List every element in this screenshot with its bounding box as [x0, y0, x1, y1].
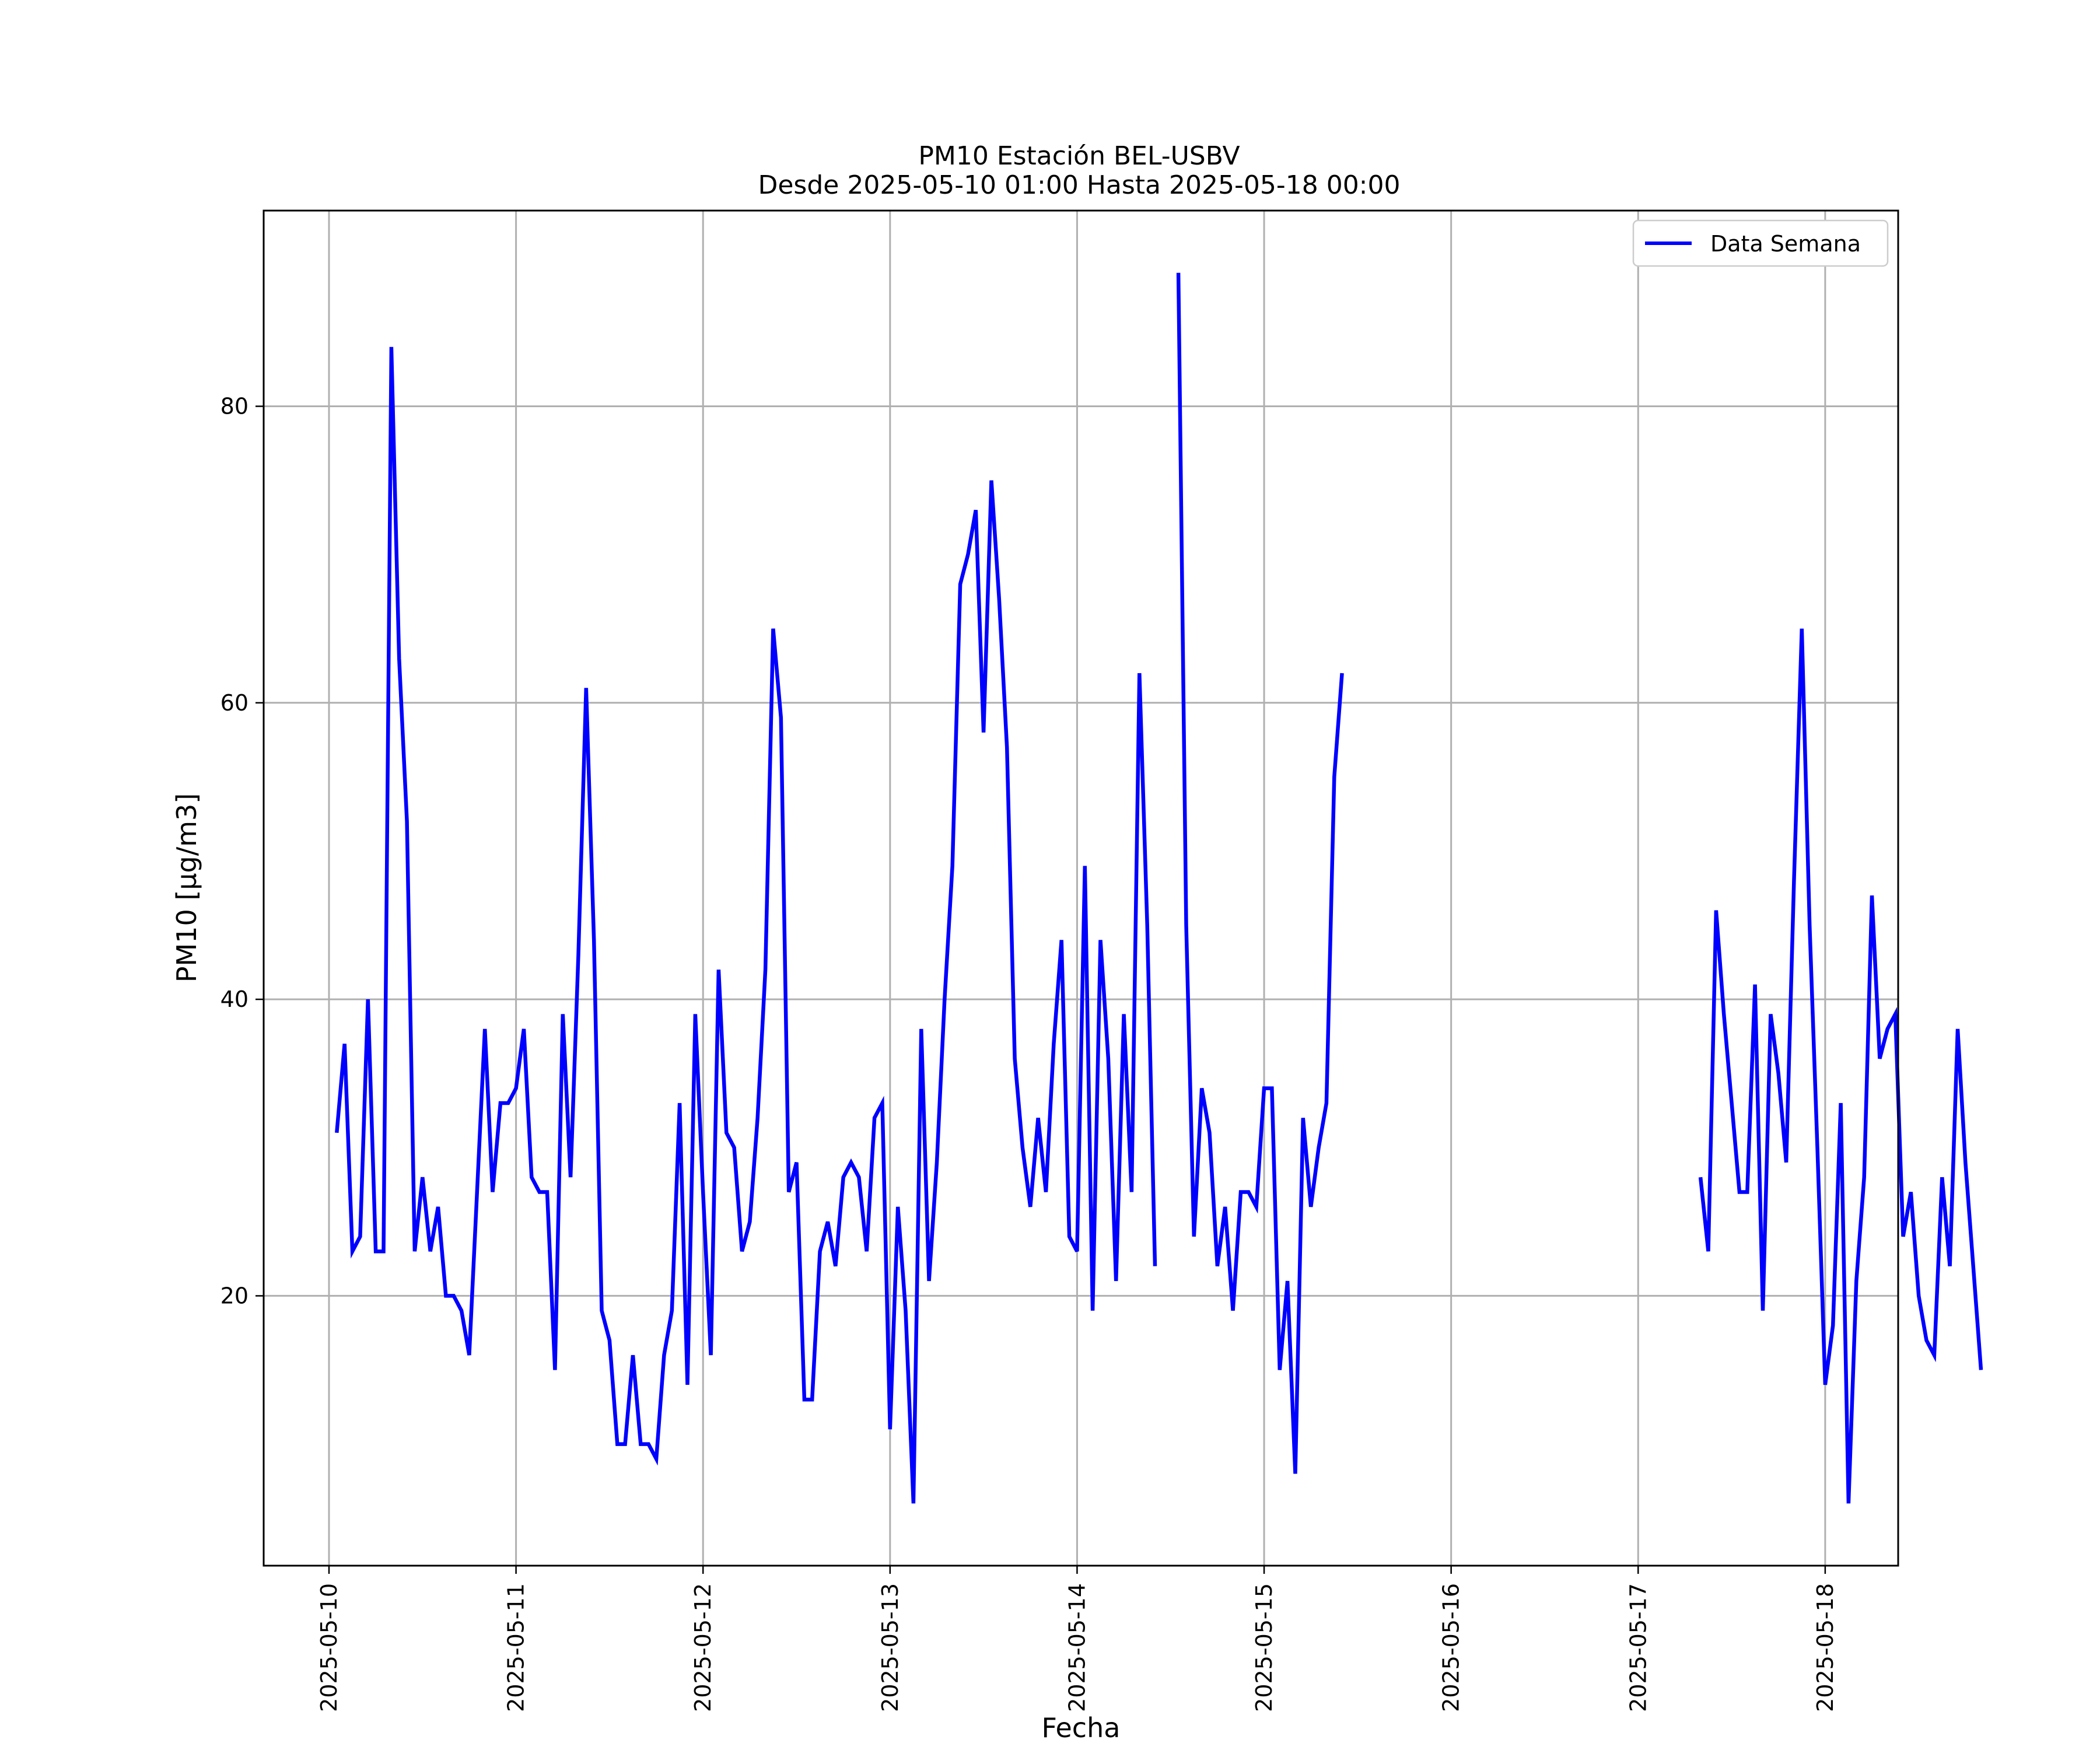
x-tick-label: 2025-05-15	[1251, 1583, 1277, 1712]
x-tick-label: 2025-05-12	[690, 1583, 716, 1712]
chart-title-line2: Desde 2025-05-10 01:00 Hasta 2025-05-18 …	[758, 170, 1400, 200]
x-tick-label: 2025-05-13	[877, 1583, 903, 1712]
axis-ticks: 2025-05-10 2025-05-11 2025-05-12 2025-05-13…	[220, 393, 1838, 1712]
x-tick-label: 2025-05-17	[1625, 1583, 1651, 1712]
x-tick-label: 2025-05-11	[503, 1583, 529, 1712]
y-axis-label: PM10 [μg/m3]	[171, 793, 202, 983]
x-tick-label: 2025-05-14	[1064, 1583, 1090, 1712]
x-tick-label: 2025-05-16	[1438, 1583, 1464, 1712]
chart-title-line1: PM10 Estación BEL-USBV	[918, 141, 1240, 171]
y-tick-label: 20	[220, 1283, 249, 1308]
axes-frame	[262, 209, 1899, 1567]
y-tick-label: 40	[220, 986, 249, 1012]
x-axis-label: Fecha	[1042, 1712, 1121, 1744]
legend-box	[1632, 219, 1889, 267]
x-tick-label: 2025-05-18	[1812, 1583, 1838, 1712]
legend-label-data-semana: Data Semana	[1710, 231, 1861, 257]
x-tick-label: 2025-05-10	[316, 1583, 342, 1712]
legend: Data Semana	[1632, 219, 1889, 267]
y-tick-label: 80	[220, 393, 249, 419]
grid	[264, 211, 1898, 1566]
series-layer	[335, 272, 1983, 1504]
series-line-data-semana	[335, 272, 1983, 1504]
y-tick-label: 60	[220, 690, 249, 716]
